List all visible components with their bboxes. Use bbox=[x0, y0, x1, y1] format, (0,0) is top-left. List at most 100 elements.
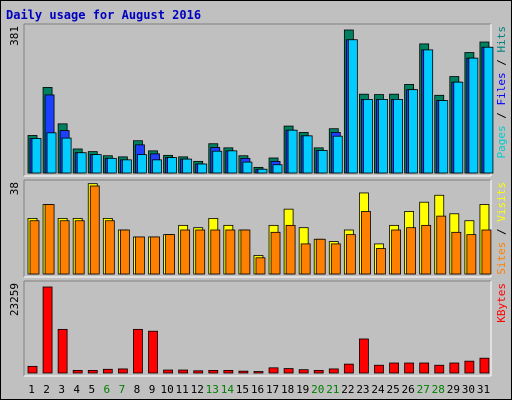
visits-sites-sites-bar-30 bbox=[466, 234, 477, 275]
visits-sites-sites-bar-10-fill bbox=[165, 234, 175, 275]
visits-sites-sites-bar-21 bbox=[330, 243, 341, 275]
visits-sites-sites-bar-26 bbox=[406, 227, 417, 275]
kbytes-kbytes-bar-7 bbox=[117, 368, 128, 374]
visits-sites-sites-bar-6-fill bbox=[104, 220, 115, 275]
kbytes-kbytes-bar-14-fill bbox=[223, 370, 234, 374]
hits-files-pages-pages-bar-18 bbox=[287, 129, 298, 174]
kbytes-legend: KBytes bbox=[495, 283, 508, 323]
visits-sites-legend-item-1: / bbox=[495, 222, 508, 242]
visits-sites-sites-bar-24 bbox=[376, 248, 386, 275]
hits-files-pages-pages-bar-3-fill bbox=[61, 137, 72, 174]
visits-sites-sites-bar-20 bbox=[315, 238, 326, 275]
kbytes-kbytes-bar-1-fill bbox=[27, 365, 38, 374]
hits-files-pages-pages-bar-26 bbox=[408, 89, 419, 174]
kbytes-kbytes-bar-7-fill bbox=[117, 368, 128, 374]
kbytes-kbytes-bar-22 bbox=[343, 363, 354, 374]
visits-sites-sites-bar-12-fill bbox=[195, 229, 206, 275]
kbytes-kbytes-bar-29 bbox=[449, 362, 460, 374]
kbytes-kbytes-bar-23 bbox=[359, 338, 369, 374]
visits-sites-sites-bar-30-fill bbox=[466, 234, 477, 275]
visits-sites-sites-bar-19-fill bbox=[300, 243, 311, 275]
hits-files-pages-pages-bar-10 bbox=[167, 157, 177, 174]
hits-files-pages-pages-bar-11 bbox=[182, 158, 193, 174]
visits-sites-legend-item-2: Visits bbox=[495, 182, 508, 222]
day-label-10: 10 bbox=[160, 383, 173, 396]
hits-files-pages-pages-bar-6 bbox=[106, 157, 117, 174]
visits-sites-ymax-label: 38 bbox=[8, 182, 21, 195]
day-label-7: 7 bbox=[119, 383, 126, 396]
hits-files-pages-pages-bar-3 bbox=[61, 137, 72, 174]
hits-files-pages-pages-bar-23-fill bbox=[363, 99, 373, 174]
visits-sites-sites-bar-21-fill bbox=[330, 243, 341, 275]
kbytes-kbytes-bar-2-fill bbox=[42, 286, 53, 374]
kbytes-kbytes-bar-10-fill bbox=[163, 369, 173, 374]
hits-files-pages-pages-bar-7 bbox=[121, 159, 132, 174]
hits-files-pages-pages-bar-4 bbox=[76, 152, 87, 174]
kbytes-kbytes-bar-3 bbox=[57, 328, 68, 374]
day-label-9: 9 bbox=[149, 383, 156, 396]
day-label-6: 6 bbox=[104, 383, 111, 396]
hits-files-pages-pages-bar-20-fill bbox=[317, 150, 328, 174]
day-label-13: 13 bbox=[206, 383, 219, 396]
kbytes-plot-area bbox=[24, 281, 491, 376]
visits-sites-sites-bar-3-fill bbox=[59, 220, 70, 275]
kbytes-legend-item-0: KBytes bbox=[495, 283, 508, 323]
hits-files-pages-pages-bar-17 bbox=[272, 164, 283, 174]
hits-files-pages-pages-bar-5-fill bbox=[91, 154, 102, 174]
hits-files-pages-pages-bar-2-fill bbox=[46, 132, 57, 174]
kbytes-kbytes-bar-24-fill bbox=[374, 364, 384, 374]
hits-files-pages-pages-bar-30-fill bbox=[468, 57, 479, 174]
visits-sites-sites-bar-2 bbox=[44, 204, 55, 275]
visits-sites-sites-bar-9-fill bbox=[150, 236, 160, 275]
hits-files-pages-legend-item-3: / bbox=[495, 53, 508, 73]
kbytes-kbytes-bar-21-fill bbox=[328, 368, 339, 374]
kbytes-kbytes-bar-27 bbox=[419, 362, 430, 374]
kbytes-kbytes-bar-10 bbox=[163, 369, 173, 374]
visits-sites-sites-bar-18 bbox=[285, 224, 296, 275]
hits-files-pages-pages-bar-22 bbox=[347, 39, 358, 174]
visits-sites-sites-bar-19 bbox=[300, 243, 311, 275]
visits-sites-sites-bar-4-fill bbox=[74, 220, 85, 275]
hits-files-pages-pages-bar-23 bbox=[363, 99, 373, 174]
hits-files-pages-pages-bar-6-fill bbox=[106, 157, 117, 174]
day-label-28: 28 bbox=[432, 383, 445, 396]
hits-files-pages-pages-bar-24 bbox=[378, 99, 388, 174]
hits-files-pages-pages-bar-10-fill bbox=[167, 157, 177, 174]
visits-sites-legend-item-0: Sites bbox=[495, 242, 508, 275]
hits-files-pages-legend: Pages / Files / Hits bbox=[495, 26, 508, 159]
visits-sites-sites-bar-27 bbox=[421, 224, 432, 275]
visits-sites-sites-bar-22-fill bbox=[345, 234, 356, 275]
visits-sites-sites-bar-9 bbox=[150, 236, 160, 275]
hits-files-pages-pages-bar-26-fill bbox=[408, 89, 419, 174]
kbytes-kbytes-bar-18-fill bbox=[283, 368, 294, 374]
hits-files-pages-pages-bar-7-fill bbox=[121, 159, 132, 174]
visits-sites-sites-bar-28-fill bbox=[436, 215, 447, 275]
kbytes-kbytes-bar-3-fill bbox=[57, 328, 68, 374]
day-label-11: 11 bbox=[176, 383, 189, 396]
hits-files-pages-pages-bar-2 bbox=[46, 132, 57, 174]
kbytes-kbytes-bar-6 bbox=[102, 368, 113, 374]
kbytes-kbytes-bar-28-fill bbox=[434, 364, 445, 374]
kbytes-kbytes-bar-1 bbox=[27, 365, 38, 374]
visits-sites-sites-bar-6 bbox=[104, 220, 115, 275]
day-label-23: 23 bbox=[356, 383, 369, 396]
day-label-22: 22 bbox=[341, 383, 354, 396]
visits-sites-sites-bar-29 bbox=[451, 231, 462, 275]
hits-files-pages-pages-bar-8-fill bbox=[137, 154, 147, 174]
hits-files-pages-pages-bar-16-fill bbox=[257, 168, 268, 174]
hits-files-pages-pages-bar-20 bbox=[317, 150, 328, 174]
visits-sites-sites-bar-8 bbox=[135, 236, 145, 275]
visits-sites-sites-bar-14-fill bbox=[225, 229, 236, 275]
day-label-4: 4 bbox=[73, 383, 80, 396]
visits-sites-sites-bar-17 bbox=[270, 231, 281, 275]
hits-files-pages-pages-bar-19-fill bbox=[302, 135, 313, 174]
kbytes-kbytes-bar-26 bbox=[404, 362, 415, 374]
hits-files-pages-pages-bar-22-fill bbox=[347, 39, 358, 174]
kbytes-kbytes-bar-24 bbox=[374, 364, 384, 374]
visits-sites-sites-bar-25 bbox=[391, 229, 401, 275]
visits-sites-sites-bar-20-fill bbox=[315, 238, 326, 275]
visits-sites-sites-bar-31-fill bbox=[481, 229, 492, 275]
kbytes-kbytes-bar-4 bbox=[72, 370, 83, 374]
kbytes-kbytes-bar-16-fill bbox=[253, 371, 264, 374]
